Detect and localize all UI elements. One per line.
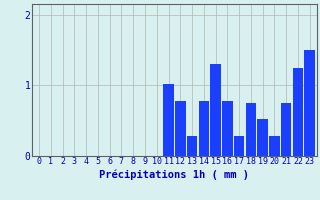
Bar <box>187 136 197 156</box>
Bar <box>257 119 268 156</box>
Bar <box>163 84 174 156</box>
Bar <box>246 103 256 156</box>
Bar <box>222 101 233 156</box>
Bar <box>234 136 244 156</box>
Bar <box>210 64 221 156</box>
Bar <box>304 50 315 156</box>
X-axis label: Précipitations 1h ( mm ): Précipitations 1h ( mm ) <box>100 169 249 180</box>
Bar <box>175 101 186 156</box>
Bar <box>198 101 209 156</box>
Bar <box>281 103 292 156</box>
Bar <box>293 68 303 156</box>
Bar <box>269 136 280 156</box>
